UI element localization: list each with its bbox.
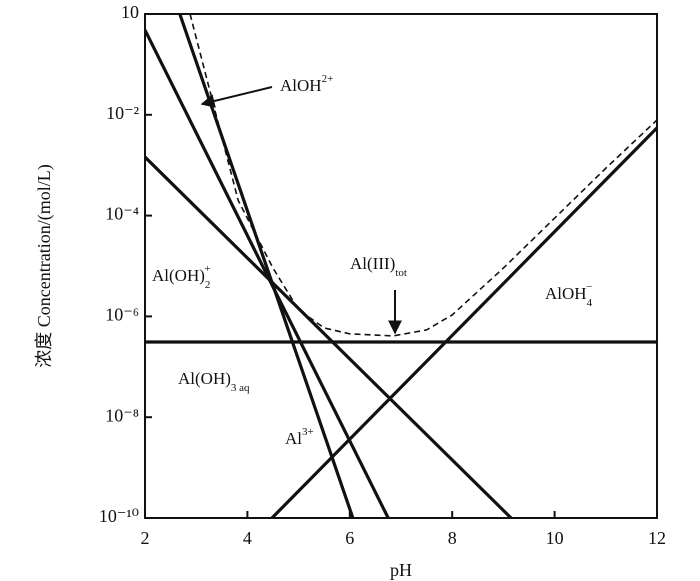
line [145,29,390,518]
y-axis-label: 浓度 Concentration/(mol/L) [34,164,55,367]
x-tick-label: 12 [648,528,666,548]
annotation: AlOH4 − [545,281,593,309]
annotation-text: AlOH [280,76,322,95]
annotation-text: Al(OH) [152,266,205,285]
x-axis-label: pH [390,560,412,580]
y-tick-label: 10⁻⁸ [105,405,139,425]
annotation: AlOH2+ [280,73,333,95]
annotation: Al(OH)2 + [152,263,211,291]
annotation-sub: 3 aq [231,382,250,394]
annotation-text: AlOH [545,284,587,303]
line [145,155,513,518]
x-tick-label: 8 [448,528,457,548]
annotation-sub: tot [395,267,407,279]
annotation: Al3+ [285,426,314,448]
x-tick-label: 4 [243,528,252,548]
annotation-sub: 4 [587,297,593,309]
annotation-text: Al [285,429,302,448]
annotation: Al(OH)3 aq [178,369,250,394]
x-tick-label: 2 [141,528,150,548]
line [178,14,355,518]
annotation-sup: − [586,281,592,293]
line [189,14,657,337]
annotation: Al(III)tot [350,254,407,279]
plot-lines [145,14,657,518]
annotation-text: Al(OH) [178,369,231,388]
y-tick-label: 10⁻² [106,103,139,123]
annotation-text: Al(III) [350,254,395,273]
y-tick-label: 10⁻¹⁰ [99,506,139,526]
y-tick-label: 10⁻⁶ [105,305,139,325]
arrow [200,86,273,108]
annotation-sup: 2+ [322,73,334,85]
y-tick-label: 10 [121,2,139,22]
x-tick-label: 6 [345,528,354,548]
x-tick-label: 10 [546,528,564,548]
annotation-sub: 2 [205,279,211,291]
annotation-sup: 3+ [302,426,314,438]
annotation-sup: + [204,263,210,275]
plot-frame [144,13,658,519]
y-tick-label: 10⁻⁴ [105,204,139,224]
line [270,126,657,518]
